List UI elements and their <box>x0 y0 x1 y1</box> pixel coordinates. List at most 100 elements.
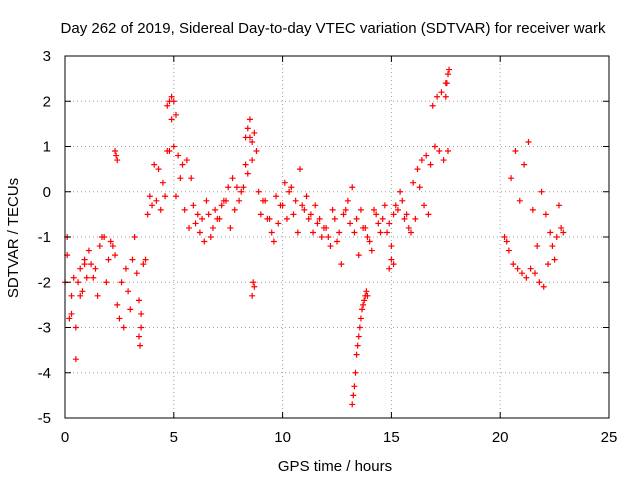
data-point <box>286 188 293 195</box>
data-point <box>523 274 530 281</box>
data-point <box>351 383 358 390</box>
data-point <box>357 206 364 213</box>
data-point <box>142 256 149 263</box>
data-point <box>521 161 528 168</box>
y-axis-ticks: -5 -4 -3 -2 -1 0 1 2 3 <box>38 48 609 427</box>
data-point <box>350 392 357 399</box>
y-tick-label: -5 <box>38 410 51 427</box>
data-point <box>412 215 419 222</box>
data-point <box>181 206 188 213</box>
data-point <box>140 261 147 268</box>
data-point <box>209 224 216 231</box>
data-point <box>151 161 158 168</box>
data-point <box>127 306 134 313</box>
data-point <box>125 288 132 295</box>
data-point <box>244 170 251 177</box>
data-point <box>216 215 223 222</box>
data-point <box>312 202 319 209</box>
data-point <box>238 188 245 195</box>
data-point <box>384 229 391 236</box>
data-point <box>257 211 264 218</box>
data-point <box>373 211 380 218</box>
data-point <box>355 252 362 259</box>
data-point <box>352 369 359 376</box>
data-point <box>542 211 549 218</box>
data-point <box>292 197 299 204</box>
data-point <box>103 279 110 286</box>
data-point <box>386 265 393 272</box>
data-point <box>162 193 169 200</box>
data-point <box>540 283 547 290</box>
data-point <box>144 211 151 218</box>
data-point <box>249 292 256 299</box>
data-point <box>416 184 423 191</box>
data-point <box>349 184 356 191</box>
data-point <box>379 215 386 222</box>
data-point <box>138 324 145 331</box>
data-point <box>172 193 179 200</box>
data-point <box>297 166 304 173</box>
data-point <box>392 202 399 209</box>
data-point <box>290 211 297 218</box>
data-point <box>183 157 190 164</box>
data-point <box>94 292 101 299</box>
data-point <box>442 93 449 100</box>
data-point <box>364 292 371 299</box>
data-point <box>307 211 314 218</box>
data-point <box>83 274 90 281</box>
data-point <box>407 229 414 236</box>
data-point <box>386 220 393 227</box>
data-point <box>113 152 120 159</box>
data-point <box>153 197 160 204</box>
data-point <box>318 234 325 240</box>
data-point <box>320 224 327 231</box>
data-point <box>446 66 453 73</box>
data-point <box>81 261 88 268</box>
data-point <box>109 243 116 250</box>
data-point <box>305 215 312 222</box>
data-point <box>508 175 515 182</box>
data-point <box>170 98 177 105</box>
x-tick-label: 10 <box>274 429 291 446</box>
data-point <box>366 238 373 245</box>
data-point <box>294 229 301 236</box>
data-point <box>85 247 92 254</box>
data-point <box>514 265 521 272</box>
data-point <box>344 197 351 204</box>
data-point <box>299 202 306 209</box>
data-point <box>390 211 397 218</box>
data-point <box>192 220 199 227</box>
data-point <box>170 143 177 150</box>
data-point <box>281 179 288 186</box>
data-point <box>255 188 262 195</box>
data-point <box>131 234 138 240</box>
y-tick-label: -1 <box>38 229 51 246</box>
data-point <box>340 211 347 218</box>
data-point <box>105 256 112 263</box>
data-point <box>316 215 323 222</box>
data-point <box>401 215 408 222</box>
x-tick-label: 15 <box>383 429 400 446</box>
x-axis-ticks: 0 5 10 15 20 25 <box>61 56 617 446</box>
data-point <box>249 138 256 145</box>
data-point <box>359 306 366 313</box>
data-point <box>194 211 201 218</box>
data-point <box>275 220 282 227</box>
data-point <box>388 243 395 250</box>
data-point <box>242 134 249 141</box>
data-point <box>560 229 567 236</box>
data-point <box>347 220 354 227</box>
data-point <box>277 202 284 209</box>
data-point <box>547 229 554 236</box>
data-point <box>355 333 362 340</box>
data-point <box>168 93 175 100</box>
data-point <box>114 157 121 164</box>
data-points <box>62 66 567 408</box>
data-point <box>338 261 345 268</box>
data-point <box>314 220 321 227</box>
data-point <box>138 310 145 317</box>
data-point <box>233 184 240 191</box>
grid <box>65 56 609 418</box>
data-point <box>137 342 144 349</box>
